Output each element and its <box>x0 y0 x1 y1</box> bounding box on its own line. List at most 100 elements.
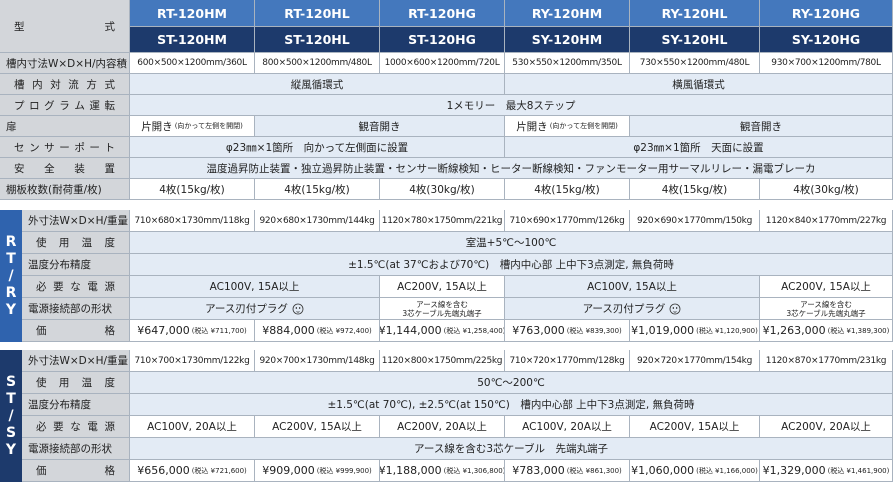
cell: AC200V, 15A以上 <box>630 416 760 438</box>
cell-text: 4枚(15kg/枚) <box>284 183 350 196</box>
cell: φ23㎜×1箇所 向かって左側面に設置 <box>130 137 505 158</box>
cell: 片開き (向かって左側を開閉) <box>505 116 630 137</box>
cell: 710×700×1730mm/122kg <box>130 350 255 372</box>
cell-text: RT-120HG <box>408 5 476 21</box>
cell: AC100V, 20A以上 <box>130 416 255 438</box>
cell: ¥1,188,000 (税込 ¥1,306,800) <box>380 460 505 482</box>
cell: ¥1,329,000 (税込 ¥1,461,900) <box>760 460 893 482</box>
cell: 観音開き <box>630 116 893 137</box>
cell: 710×720×1770mm/128kg <box>505 350 630 372</box>
cell-text: 710×680×1730mm/118kg <box>134 215 250 226</box>
cell-text: RY-120HG <box>791 5 861 21</box>
cell: 片開き (向かって左側を開閉) <box>130 116 255 137</box>
cell-text: 710×720×1770mm/128kg <box>509 355 625 366</box>
cell: ¥1,019,000 (税込 ¥1,120,900) <box>630 320 760 342</box>
cell: AC200V, 20A以上 <box>760 416 893 438</box>
row-label: 外寸法W×D×H/重量 <box>22 350 130 372</box>
model-header: RT-120HM <box>130 0 255 27</box>
cell-text: 600×500×1200mm/360L <box>137 58 247 68</box>
model-header: RY-120HG <box>760 0 893 27</box>
row-label: 扉 <box>0 116 130 137</box>
price: ¥763,000 <box>512 324 565 337</box>
cell: ¥1,144,000 (税込 ¥1,258,400) <box>380 320 505 342</box>
cell-text: RT-120HM <box>157 5 227 21</box>
cell: 室温+5℃～100℃ <box>130 232 893 254</box>
row-label-text: 扉 <box>6 120 17 133</box>
row-label-text: セ ン サ ー ポ ー ト <box>14 141 115 154</box>
cell-line: 3芯ケーブル先端丸端子 <box>786 308 866 318</box>
row-label-text: 必 要 な 電 源 <box>36 281 115 293</box>
cell: 1120×870×1770mm/231kg <box>760 350 893 372</box>
row-label: プ ロ グ ラ ム 運 転 <box>0 95 130 116</box>
note: (向かって左側を開閉) <box>174 122 243 130</box>
cell-text: 50℃～200℃ <box>477 377 545 389</box>
cell-text: AC100V, 20A以上 <box>522 421 612 433</box>
cell: アース線を含む 3芯ケーブル先端丸端子 <box>760 298 893 320</box>
cell: 4枚(15kg/枚) <box>130 179 255 200</box>
cell-text: 4枚(15kg/枚) <box>534 183 600 196</box>
row-label: 必 要 な 電 源 <box>22 416 130 438</box>
tax-price: (税込 ¥972,400) <box>316 326 372 335</box>
tax-price: (税込 ¥1,166,000) <box>696 466 758 475</box>
cell-text: 730×550×1200mm/480L <box>639 58 750 68</box>
tax-price: (税込 ¥861,300) <box>566 466 622 475</box>
cell-line: アース線を含む <box>800 299 852 309</box>
cell-text: 1000×600×1200mm/720L <box>384 58 500 68</box>
cell: アース線を含む 3芯ケーブル先端丸端子 <box>380 298 505 320</box>
price: ¥783,000 <box>512 464 565 477</box>
price: ¥1,263,000 <box>762 324 826 337</box>
cell: 4枚(15kg/枚) <box>505 179 630 200</box>
cell-text: 920×720×1770mm/154kg <box>636 355 752 366</box>
cell: ±1.5℃(at 70℃), ±2.5℃(at 150℃) 槽内中心部 上中下3… <box>130 394 893 416</box>
cell-text: AC100V, 15A以上 <box>587 281 677 293</box>
tax-price: (税込 ¥1,306,800) <box>443 466 505 475</box>
cell-text: SY-120HG <box>791 32 861 47</box>
cell: AC100V, 15A以上 <box>505 276 760 298</box>
price: ¥1,188,000 <box>380 464 442 477</box>
cell: 1120×800×1750mm/225kg <box>380 350 505 372</box>
cell-text: 温度過昇防止装置・独立過昇防止装置・センサー断線検知・ヒーター断線検知・ファンモ… <box>206 162 816 175</box>
row-label: 棚板枚数(耐荷重/枚) <box>0 179 130 200</box>
cell-text: 920×690×1770mm/150kg <box>636 215 752 226</box>
tax-price: (税込 ¥711,700) <box>191 326 247 335</box>
cell: 1120×840×1770mm/227kg <box>760 210 893 232</box>
cell-text: AC200V, 15A以上 <box>272 421 362 433</box>
cell-text: AC200V, 20A以上 <box>397 421 487 433</box>
cell: 920×680×1730mm/144kg <box>255 210 380 232</box>
cell-text: φ23㎜×1箇所 向かって左側面に設置 <box>225 141 409 154</box>
row-label: 価 格 <box>22 460 130 482</box>
cell: ±1.5℃(at 37℃および70℃) 槽内中心部 上中下3点測定, 無負荷時 <box>130 254 893 276</box>
section-band: ST/SY <box>0 350 22 482</box>
cell: AC100V, 15A以上 <box>130 276 380 298</box>
cell: 710×690×1770mm/126kg <box>505 210 630 232</box>
cell-text: φ23㎜×1箇所 天面に設置 <box>633 141 764 154</box>
cell-text: 4枚(15kg/枚) <box>159 183 225 196</box>
row-label-text: 安 全 装 置 <box>14 162 115 175</box>
cell: 930×700×1200mm/780L <box>760 53 893 74</box>
row-label: 安 全 装 置 <box>0 158 130 179</box>
cell-text: 縦風循環式 <box>290 78 344 91</box>
row-label: 温度分布精度 <box>22 394 130 416</box>
cell: アース刃付プラグ <box>505 298 760 320</box>
model-header: SY-120HM <box>505 27 630 53</box>
row-label: 使 用 温 度 <box>22 232 130 254</box>
cell-text: SY-120HM <box>531 32 603 47</box>
cell: 4枚(15kg/枚) <box>630 179 760 200</box>
cell: 920×700×1730mm/148kg <box>255 350 380 372</box>
cell: AC200V, 15A以上 <box>255 416 380 438</box>
model-header: SY-120HG <box>760 27 893 53</box>
row-label: 槽内寸法W×D×H/内容積 <box>0 53 130 74</box>
cell-text: 1120×870×1770mm/231kg <box>765 355 887 366</box>
cell-text: 930×700×1200mm/780L <box>771 58 881 68</box>
cell: 800×500×1200mm/480L <box>255 53 380 74</box>
cell: 1メモリー 最大8ステップ <box>130 95 893 116</box>
model-header: ST-120HM <box>130 27 255 53</box>
price: ¥1,019,000 <box>631 324 695 337</box>
model-header: ST-120HG <box>380 27 505 53</box>
cell-text: 型 式 <box>14 20 115 33</box>
cell-text: AC200V, 15A以上 <box>649 421 740 433</box>
cell: ¥1,263,000 (税込 ¥1,389,300) <box>760 320 893 342</box>
cell: 730×550×1200mm/480L <box>630 53 760 74</box>
cell-text: AC100V, 20A以上 <box>147 421 237 433</box>
